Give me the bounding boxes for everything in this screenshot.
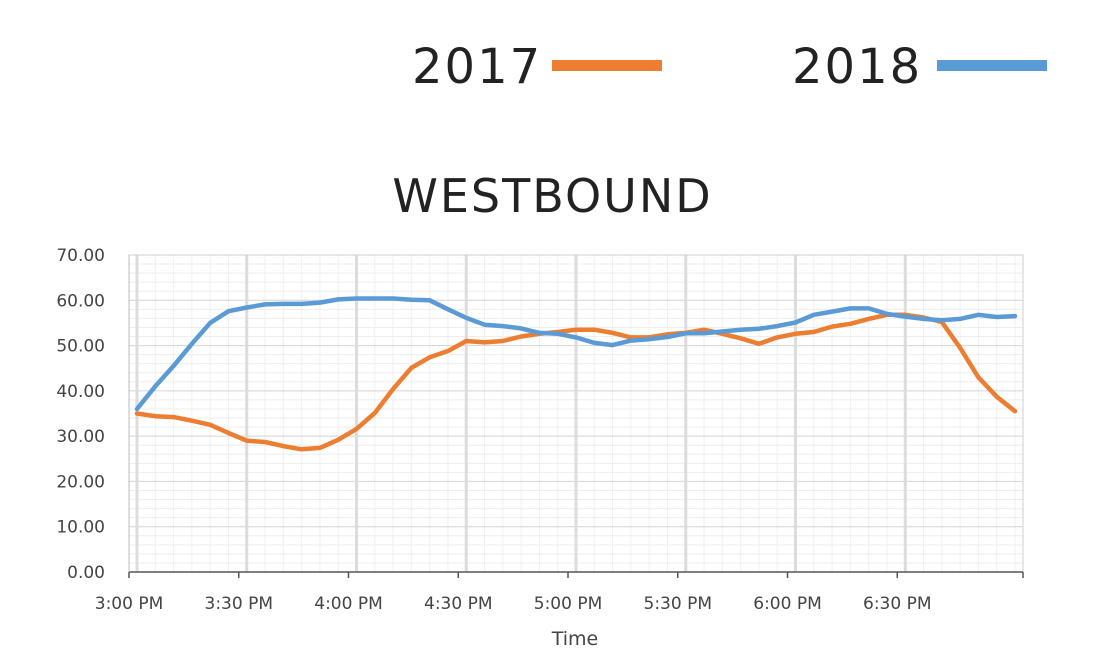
x-tick-label: 4:30 PM [424,594,493,614]
x-tick-label: 4:00 PM [314,594,383,614]
x-tick-label: 6:30 PM [863,594,932,614]
y-tick-label: 20.00 [56,472,105,492]
x-tick-label: 5:00 PM [534,594,603,614]
y-tick-label: 60.00 [56,291,105,311]
y-tick-labels: 0.00 10.00 20.00 30.00 40.00 50.00 60.00 70.00 [56,246,105,583]
x-tick-label: 5:30 PM [644,594,713,614]
y-tick-label: 50.00 [56,337,105,357]
series-lines [134,296,1018,452]
legend-label-2017: 2017 [412,39,543,95]
y-tick-label: 10.00 [56,518,105,538]
y-tick-label: 70.00 [56,246,105,266]
legend-item-2017: 2017 [412,38,672,98]
legend-item-2018: 2018 [792,38,1052,98]
series-line-2017 [134,312,1018,452]
x-tick-label: 6:00 PM [753,594,822,614]
x-tick-label: 3:30 PM [205,594,274,614]
legend-swatch-2017 [552,60,662,71]
y-tick-label: 30.00 [56,427,105,447]
legend-label-2018: 2018 [792,39,923,95]
legend: 2017 2018 [0,38,1105,98]
x-tick-label: 3:00 PM [95,594,164,614]
y-tick-label: 0.00 [67,563,105,583]
y-tick-label: 40.00 [56,382,105,402]
chart-title: WESTBOUND [392,169,713,223]
legend-swatch-2018 [937,60,1047,71]
x-tick-labels: 3:00 PM 3:30 PM 4:00 PM 4:30 PM 5:00 PM 5:30 … [95,572,1024,614]
x-axis-title: Time [551,628,599,650]
axes [128,254,1024,573]
series-line-2018 [134,296,1018,412]
